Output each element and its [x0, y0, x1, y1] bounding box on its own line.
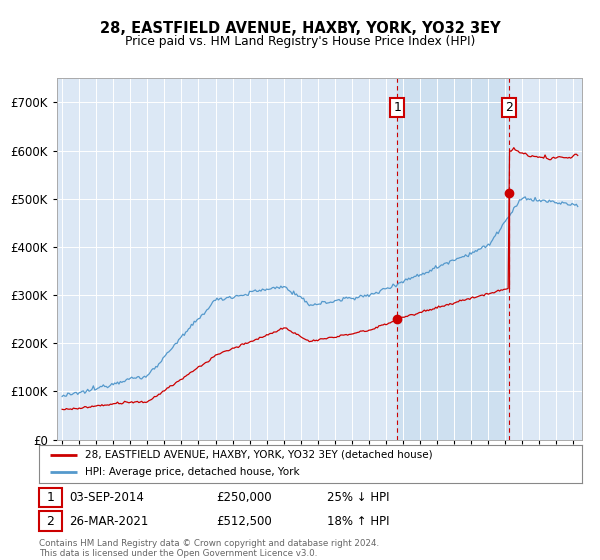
Text: 1: 1 [46, 491, 55, 505]
Text: 25% ↓ HPI: 25% ↓ HPI [327, 491, 389, 505]
Bar [397, 78, 509, 440]
Text: 28, EASTFIELD AVENUE, HAXBY, YORK, YO32 3EY (detached house): 28, EASTFIELD AVENUE, HAXBY, YORK, YO32 … [85, 450, 433, 460]
Text: 18% ↑ HPI: 18% ↑ HPI [327, 515, 389, 528]
Text: Price paid vs. HM Land Registry's House Price Index (HPI): Price paid vs. HM Land Registry's House … [125, 35, 475, 48]
Text: 1: 1 [394, 101, 401, 114]
Text: 2: 2 [505, 101, 513, 114]
Text: 26-MAR-2021: 26-MAR-2021 [69, 515, 148, 528]
Text: Contains HM Land Registry data © Crown copyright and database right 2024.
This d: Contains HM Land Registry data © Crown c… [39, 539, 379, 558]
Text: 2: 2 [46, 515, 55, 528]
Text: £512,500: £512,500 [216, 515, 272, 528]
Text: HPI: Average price, detached house, York: HPI: Average price, detached house, York [85, 468, 300, 478]
Text: 28, EASTFIELD AVENUE, HAXBY, YORK, YO32 3EY: 28, EASTFIELD AVENUE, HAXBY, YORK, YO32 … [100, 21, 500, 36]
Text: 03-SEP-2014: 03-SEP-2014 [69, 491, 144, 505]
Text: £250,000: £250,000 [216, 491, 272, 505]
